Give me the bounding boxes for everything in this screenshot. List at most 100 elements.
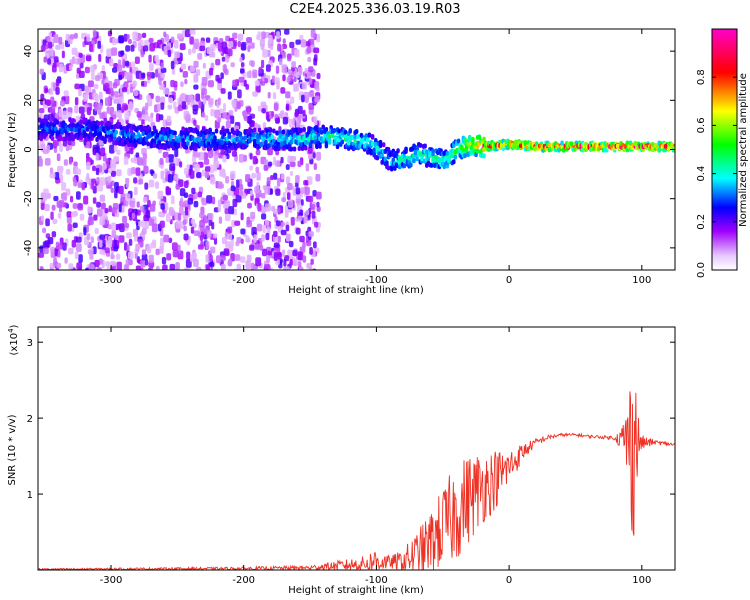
noise-cell bbox=[240, 62, 245, 68]
noise-cell bbox=[193, 119, 197, 126]
noise-cell bbox=[262, 49, 269, 58]
noise-cell bbox=[246, 37, 252, 44]
noise-cell bbox=[217, 117, 222, 123]
noise-cell bbox=[68, 263, 74, 270]
noise-cell bbox=[119, 223, 125, 233]
noise-cell bbox=[183, 180, 189, 188]
noise-cell bbox=[94, 102, 99, 112]
noise-cell bbox=[294, 111, 299, 118]
noise-cell bbox=[218, 183, 224, 189]
signal-cell bbox=[353, 134, 357, 140]
noise-cell bbox=[289, 41, 295, 49]
spectrogram-xtick-label: 100 bbox=[632, 275, 651, 286]
spectrogram-xtick-label: -200 bbox=[232, 275, 255, 286]
noise-cell bbox=[280, 156, 284, 164]
noise-cell bbox=[155, 265, 160, 270]
signal-cell bbox=[353, 137, 357, 143]
noise-cell bbox=[109, 144, 115, 154]
noise-cell bbox=[60, 100, 65, 107]
noise-cell bbox=[112, 82, 118, 89]
noise-cell bbox=[58, 63, 64, 73]
signal-cell bbox=[194, 146, 198, 152]
noise-cell bbox=[118, 35, 125, 44]
noise-cell bbox=[250, 211, 256, 220]
noise-cell bbox=[98, 53, 102, 63]
noise-cell bbox=[99, 240, 103, 248]
noise-cell bbox=[111, 222, 117, 231]
noise-cell bbox=[173, 156, 178, 166]
spectrogram-xtick-label: -100 bbox=[365, 275, 388, 286]
noise-cell bbox=[297, 251, 304, 261]
signal-cell bbox=[300, 145, 305, 151]
noise-cell bbox=[91, 180, 95, 190]
noise-cell bbox=[227, 48, 233, 57]
noise-cell bbox=[295, 83, 299, 92]
noise-cell bbox=[142, 153, 148, 160]
noise-cell bbox=[223, 203, 227, 209]
noise-cell bbox=[58, 36, 63, 45]
signal-cell bbox=[374, 137, 378, 143]
noise-cell bbox=[204, 115, 209, 121]
noise-cell bbox=[203, 227, 208, 235]
noise-cell bbox=[150, 112, 154, 118]
noise-cell bbox=[138, 221, 142, 227]
noise-cell bbox=[74, 83, 80, 90]
noise-cell bbox=[201, 112, 206, 118]
noise-cell bbox=[236, 101, 241, 110]
noise-cell bbox=[260, 80, 266, 86]
noise-cell bbox=[43, 56, 48, 63]
noise-cell bbox=[209, 67, 214, 76]
noise-cell bbox=[58, 199, 65, 208]
signal-cell bbox=[385, 160, 389, 166]
noise-cell bbox=[236, 263, 242, 270]
noise-cell bbox=[274, 77, 280, 85]
noise-cell bbox=[201, 77, 208, 86]
noise-cell bbox=[130, 44, 135, 52]
noise-cell bbox=[155, 95, 161, 103]
noise-cell bbox=[94, 146, 101, 156]
signal-cell bbox=[337, 128, 341, 134]
noise-cell bbox=[72, 222, 78, 228]
noise-cell bbox=[123, 104, 129, 111]
noise-cell bbox=[248, 70, 252, 79]
noise-cell bbox=[242, 193, 247, 199]
noise-cell bbox=[47, 237, 54, 245]
noise-cell bbox=[150, 242, 157, 249]
noise-cell bbox=[246, 106, 251, 115]
signal-cell bbox=[131, 132, 136, 138]
noise-cell bbox=[210, 108, 215, 117]
noise-cell bbox=[247, 202, 252, 209]
noise-cell bbox=[154, 54, 159, 63]
noise-cell bbox=[247, 115, 253, 125]
signal-cell bbox=[155, 132, 160, 138]
noise-cell bbox=[41, 44, 46, 52]
noise-cell bbox=[69, 195, 74, 203]
noise-cell bbox=[193, 84, 199, 90]
noise-cell bbox=[237, 33, 244, 41]
signal-cell bbox=[281, 129, 286, 135]
signal-cell bbox=[415, 156, 419, 162]
signal-cell bbox=[270, 134, 275, 140]
noise-cell bbox=[92, 165, 96, 172]
noise-cell bbox=[86, 233, 91, 240]
noise-cell bbox=[290, 96, 295, 104]
noise-cell bbox=[75, 73, 80, 79]
noise-cell bbox=[239, 57, 243, 63]
noise-cell bbox=[146, 94, 151, 101]
noise-cell bbox=[167, 173, 173, 183]
noise-cell bbox=[106, 266, 112, 270]
noise-cell bbox=[118, 235, 125, 243]
noise-cell bbox=[252, 155, 258, 165]
noise-cell bbox=[271, 111, 275, 118]
noise-cell bbox=[308, 231, 314, 237]
noise-cell bbox=[221, 56, 226, 62]
noise-cell bbox=[289, 258, 293, 266]
snr-ytick-label: 3 bbox=[27, 338, 33, 349]
noise-cell bbox=[127, 259, 133, 266]
noise-cell bbox=[277, 43, 282, 52]
noise-cell bbox=[258, 66, 263, 74]
noise-cell bbox=[275, 188, 281, 196]
noise-cell bbox=[61, 182, 67, 191]
noise-cell bbox=[112, 203, 119, 210]
